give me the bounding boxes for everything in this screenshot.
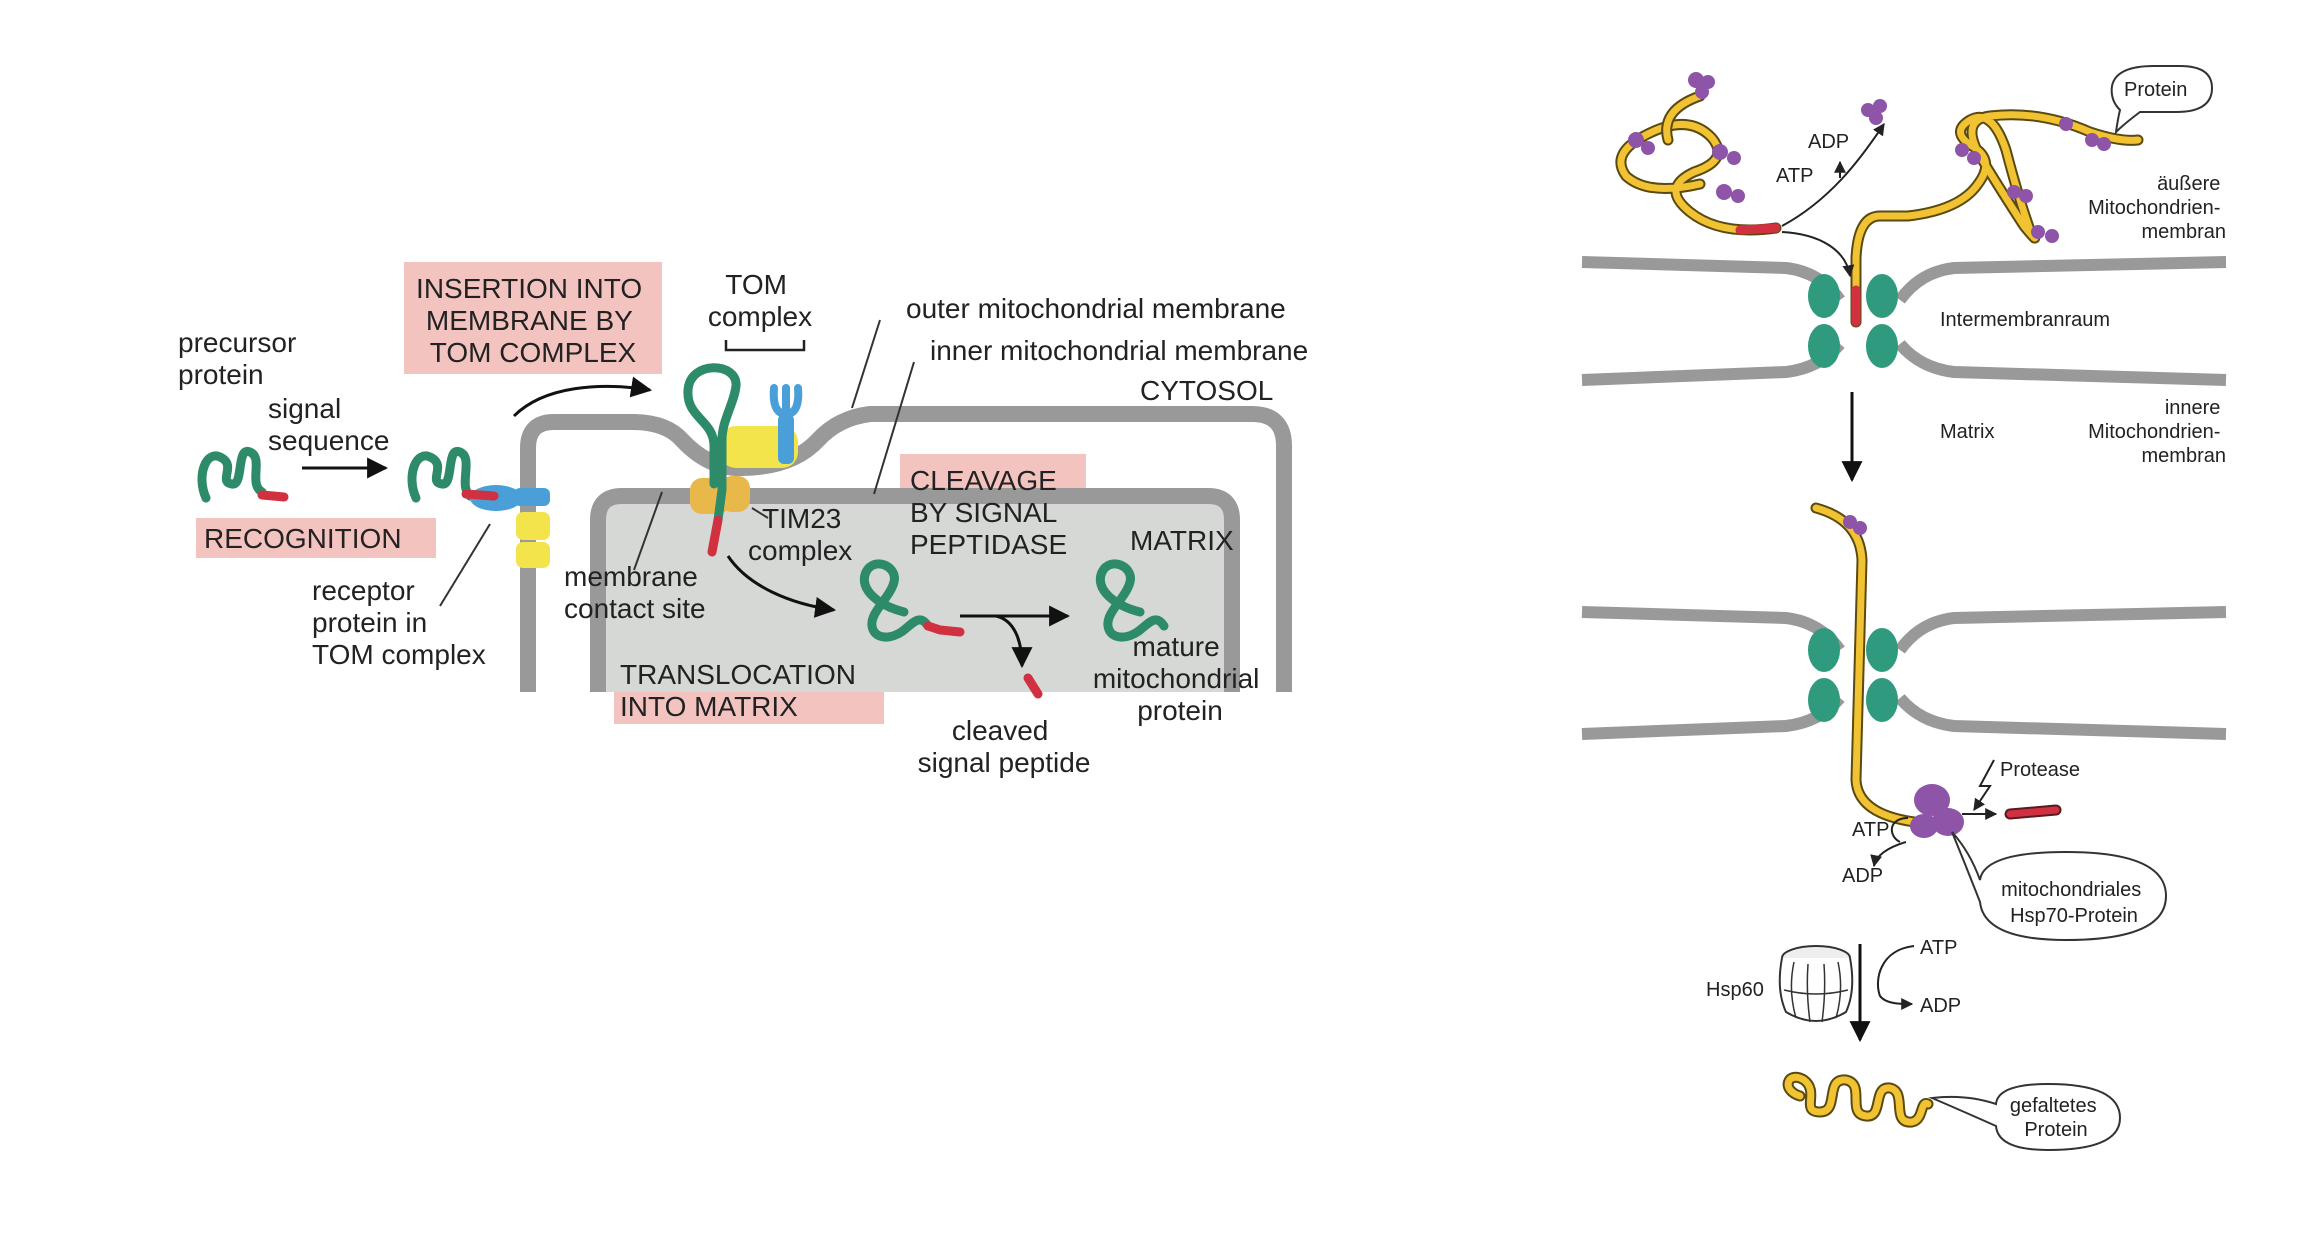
outer-membrane-top-right xyxy=(1895,256,2227,304)
label-adp-mid: ADP xyxy=(1842,865,1883,887)
inner-membrane-top xyxy=(1581,339,1845,386)
label-matrix-right: Matrix xyxy=(1940,421,1994,443)
label-cytosol: CYTOSOL xyxy=(1140,375,1273,406)
protease-lightning-icon xyxy=(1973,759,1995,811)
right-panel: Protein ADP ATP äußere Mitochondrien- me… xyxy=(1581,65,2227,1152)
label-protease: Protease xyxy=(2000,759,2080,781)
protein-with-signal xyxy=(859,559,965,642)
import-pore-bottom xyxy=(1808,628,1898,722)
adp-release-arrow-top xyxy=(1781,123,1885,227)
label-tim23-complex: TIM23 complex xyxy=(748,503,852,566)
inner-membrane-pointer xyxy=(873,361,915,495)
entry-arrow-top xyxy=(1781,231,1855,278)
cleaved-presequence-fill xyxy=(2006,806,2060,818)
inner-membrane-bottom-right xyxy=(1895,693,2227,740)
label-matrix: MATRIX xyxy=(1130,525,1234,556)
import-pore-top xyxy=(1808,274,1898,368)
label-recognition: RECOGNITION xyxy=(204,523,402,554)
outer-membrane-bottom-right xyxy=(1895,606,2227,654)
translocating-chain xyxy=(1810,502,1942,830)
folded-protein-callout xyxy=(1928,1082,2122,1152)
label-membrane-contact-site: membrane contact site xyxy=(564,561,706,624)
inner-membrane-line xyxy=(590,488,1240,692)
label-adp-bottom: ADP xyxy=(1920,995,1961,1017)
contact-site-pointer xyxy=(633,491,663,571)
peptide-release-arrow xyxy=(995,614,1033,669)
atp-adp-arrow-bottom xyxy=(1876,945,1915,1010)
outer-membrane-pointer xyxy=(851,319,881,409)
label-translocation: TRANSLOCATION INTO MATRIX xyxy=(620,659,864,722)
cleaved-signal-peptide-shape xyxy=(1023,673,1043,699)
label-hsp60: Hsp60 xyxy=(1706,979,1764,1001)
adp-arrow-mid xyxy=(1870,841,1907,868)
label-cleaved-signal-peptide: cleaved signal peptide xyxy=(918,715,1091,778)
label-atp-mid: ATP xyxy=(1852,819,1889,841)
receptor-protein xyxy=(407,447,550,568)
label-folded-protein: gefaltetes Protein xyxy=(2010,1095,2102,1141)
label-cleavage: CLEAVAGE BY SIGNAL PEPTIDASE xyxy=(910,465,1067,560)
label-atp-top: ATP xyxy=(1776,165,1813,187)
outer-membrane-top xyxy=(1581,256,1845,304)
label-outer-membrane-right: äußere Mitochondrien- membran xyxy=(2088,173,2226,243)
label-outer-membrane: outer mitochondrial membrane xyxy=(906,293,1286,324)
translocation-arrow xyxy=(726,555,837,618)
folded-protein xyxy=(1782,1071,1934,1128)
label-protein: Protein xyxy=(2124,79,2187,101)
bound-hsp70-dots xyxy=(1628,72,2111,243)
precursor-protein xyxy=(197,447,289,503)
outer-membrane-bottom xyxy=(1581,606,1845,654)
hsp60-barrel-icon xyxy=(1778,945,1854,1023)
label-adp-top: ADP xyxy=(1808,131,1849,153)
label-atp-bottom: ATP xyxy=(1920,937,1957,959)
protein-callout xyxy=(2110,65,2214,135)
label-inner-membrane: inner mitochondrial membrane xyxy=(930,335,1308,366)
label-intermembrane-space: Intermembranraum xyxy=(1940,309,2110,331)
receptor-pointer xyxy=(439,523,491,607)
inner-membrane-top-right xyxy=(1895,339,2227,386)
mature-protein-shape xyxy=(1095,559,1169,642)
left-panel: precursor protein signal sequence RECOGN… xyxy=(178,262,1308,778)
label-insertion: INSERTION INTO MEMBRANE BY TOM COMPLEX xyxy=(416,273,650,368)
tom-complex xyxy=(683,340,806,557)
insertion-arrow xyxy=(512,376,653,418)
tim23-pointer xyxy=(751,507,769,519)
inner-membrane-bottom xyxy=(1581,693,1845,740)
label-signal-sequence: signal sequence xyxy=(268,393,389,456)
insertion-box xyxy=(404,262,662,374)
mitochondrial-hsp70 xyxy=(1910,784,1964,838)
atp-arrow-mid xyxy=(1890,817,1909,843)
label-inner-membrane-right: innere Mitochondrien- membran xyxy=(2088,397,2226,467)
label-hsp70: mitochondriales Hsp70-Protein xyxy=(2001,879,2147,927)
label-precursor-protein: precursor protein xyxy=(178,327,304,390)
label-tom-complex: TOM complex xyxy=(708,269,812,332)
label-mature-protein: mature mitochondrial protein xyxy=(1093,631,1267,726)
label-receptor-protein: receptor protein in TOM complex xyxy=(312,575,486,670)
hsp70-callout xyxy=(1951,831,2168,942)
recognition-box xyxy=(196,518,436,558)
matrix-area xyxy=(598,496,1232,692)
